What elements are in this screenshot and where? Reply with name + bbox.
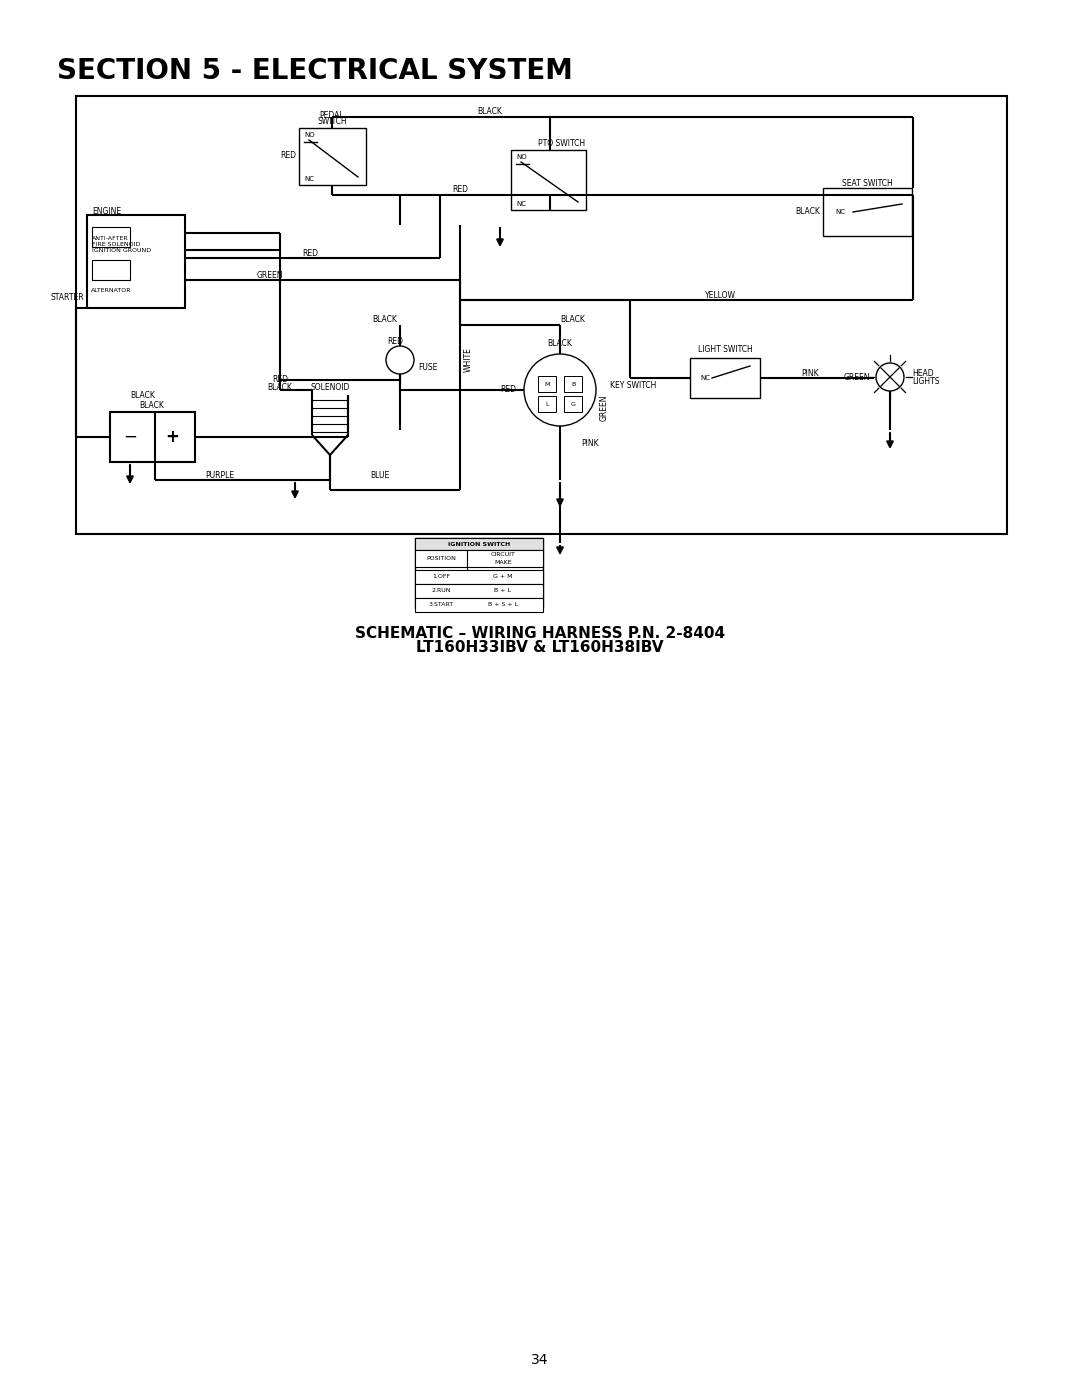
Text: GREEN: GREEN	[257, 271, 283, 281]
Text: SCHEMATIC – WIRING HARNESS P.N. 2-8404: SCHEMATIC – WIRING HARNESS P.N. 2-8404	[355, 626, 725, 640]
Text: PINK: PINK	[801, 369, 819, 377]
Bar	[87, 215, 185, 307]
Bar	[415, 570, 543, 584]
Text: +: +	[165, 427, 179, 446]
Text: PURPLE: PURPLE	[205, 472, 234, 481]
Text: RED: RED	[453, 186, 468, 194]
Bar	[110, 412, 195, 462]
Text: IGNITION SWITCH: IGNITION SWITCH	[448, 542, 510, 546]
Bar	[415, 598, 543, 612]
Text: STARTER: STARTER	[51, 293, 84, 303]
Bar	[415, 538, 543, 608]
Text: BLACK: BLACK	[130, 391, 156, 400]
Bar	[415, 538, 543, 550]
Bar	[538, 376, 556, 393]
Text: NO: NO	[303, 131, 314, 138]
Text: PEDAL: PEDAL	[320, 110, 345, 120]
Text: B + L: B + L	[495, 588, 512, 594]
Text: LT160H33IBV & LT160H38IBV: LT160H33IBV & LT160H38IBV	[416, 640, 664, 655]
Text: 1.OFF: 1.OFF	[432, 574, 450, 580]
Text: HEAD: HEAD	[912, 369, 933, 377]
Text: LIGHTS: LIGHTS	[912, 377, 940, 387]
Text: 3.START: 3.START	[429, 602, 454, 608]
Text: CIRCUIT: CIRCUIT	[490, 552, 515, 557]
Text: B + S + L: B + S + L	[488, 602, 518, 608]
Text: NC: NC	[700, 374, 710, 381]
Bar	[538, 395, 556, 412]
Text: IGNITION GROUND: IGNITION GROUND	[92, 249, 151, 253]
Text: 34: 34	[531, 1354, 549, 1368]
Text: NC: NC	[835, 210, 845, 215]
Text: RED: RED	[387, 338, 403, 346]
Bar	[564, 395, 582, 412]
Text: BLACK: BLACK	[561, 316, 585, 324]
Text: LIGHT SWITCH: LIGHT SWITCH	[698, 345, 753, 355]
Text: MAKE: MAKE	[495, 560, 512, 564]
Text: NC: NC	[516, 201, 526, 207]
Text: −: −	[123, 427, 137, 446]
Text: YELLOW: YELLOW	[704, 291, 735, 299]
Text: L: L	[545, 401, 549, 407]
Bar	[92, 226, 130, 247]
Text: SEAT SWITCH: SEAT SWITCH	[841, 179, 892, 187]
Text: ANTI-AFTER: ANTI-AFTER	[92, 236, 129, 240]
Text: BLACK: BLACK	[548, 339, 572, 348]
Text: RED: RED	[302, 250, 318, 258]
Text: BLACK: BLACK	[477, 108, 502, 116]
Text: SOLENOID: SOLENOID	[310, 383, 350, 391]
Bar	[690, 358, 760, 398]
Text: GREEN: GREEN	[843, 373, 870, 381]
Bar	[299, 129, 366, 184]
Text: BLACK: BLACK	[268, 384, 293, 393]
Text: RED: RED	[280, 151, 296, 159]
Text: NO: NO	[516, 154, 527, 161]
Bar	[564, 376, 582, 393]
Bar	[415, 584, 543, 598]
Text: BLACK: BLACK	[373, 316, 397, 324]
Text: PTO SWITCH: PTO SWITCH	[538, 138, 585, 148]
Text: BLUE: BLUE	[370, 472, 390, 481]
Text: POSITION: POSITION	[427, 556, 456, 560]
Text: NC: NC	[303, 176, 314, 182]
Text: RED: RED	[500, 386, 516, 394]
Bar	[76, 96, 1007, 534]
Text: GREEN: GREEN	[599, 395, 608, 422]
Bar	[92, 260, 130, 279]
Text: SWITCH: SWITCH	[318, 117, 347, 127]
Bar	[415, 550, 543, 567]
Text: M: M	[544, 381, 550, 387]
Text: BLACK: BLACK	[795, 208, 820, 217]
Text: BLACK: BLACK	[139, 401, 164, 409]
Text: 2.RUN: 2.RUN	[431, 588, 450, 594]
Text: FUSE: FUSE	[418, 363, 437, 373]
Text: KEY SWITCH: KEY SWITCH	[610, 380, 657, 390]
Bar	[511, 149, 586, 210]
Text: WHITE: WHITE	[463, 348, 473, 373]
Text: SECTION 5 - ELECTRICAL SYSTEM: SECTION 5 - ELECTRICAL SYSTEM	[57, 57, 572, 85]
Text: ENGINE: ENGINE	[92, 207, 121, 215]
Text: FIRE SOLENOID: FIRE SOLENOID	[92, 242, 140, 246]
Text: PINK: PINK	[581, 439, 598, 447]
Text: G + M: G + M	[494, 574, 513, 580]
Text: RED: RED	[272, 376, 288, 384]
Text: ALTERNATOR: ALTERNATOR	[91, 288, 132, 292]
Text: G: G	[570, 401, 576, 407]
Bar	[823, 189, 912, 236]
Text: B: B	[571, 381, 576, 387]
